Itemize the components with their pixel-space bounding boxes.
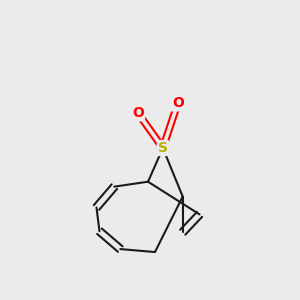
Text: S: S <box>158 141 168 155</box>
Text: O: O <box>172 96 184 110</box>
Text: O: O <box>132 106 144 120</box>
